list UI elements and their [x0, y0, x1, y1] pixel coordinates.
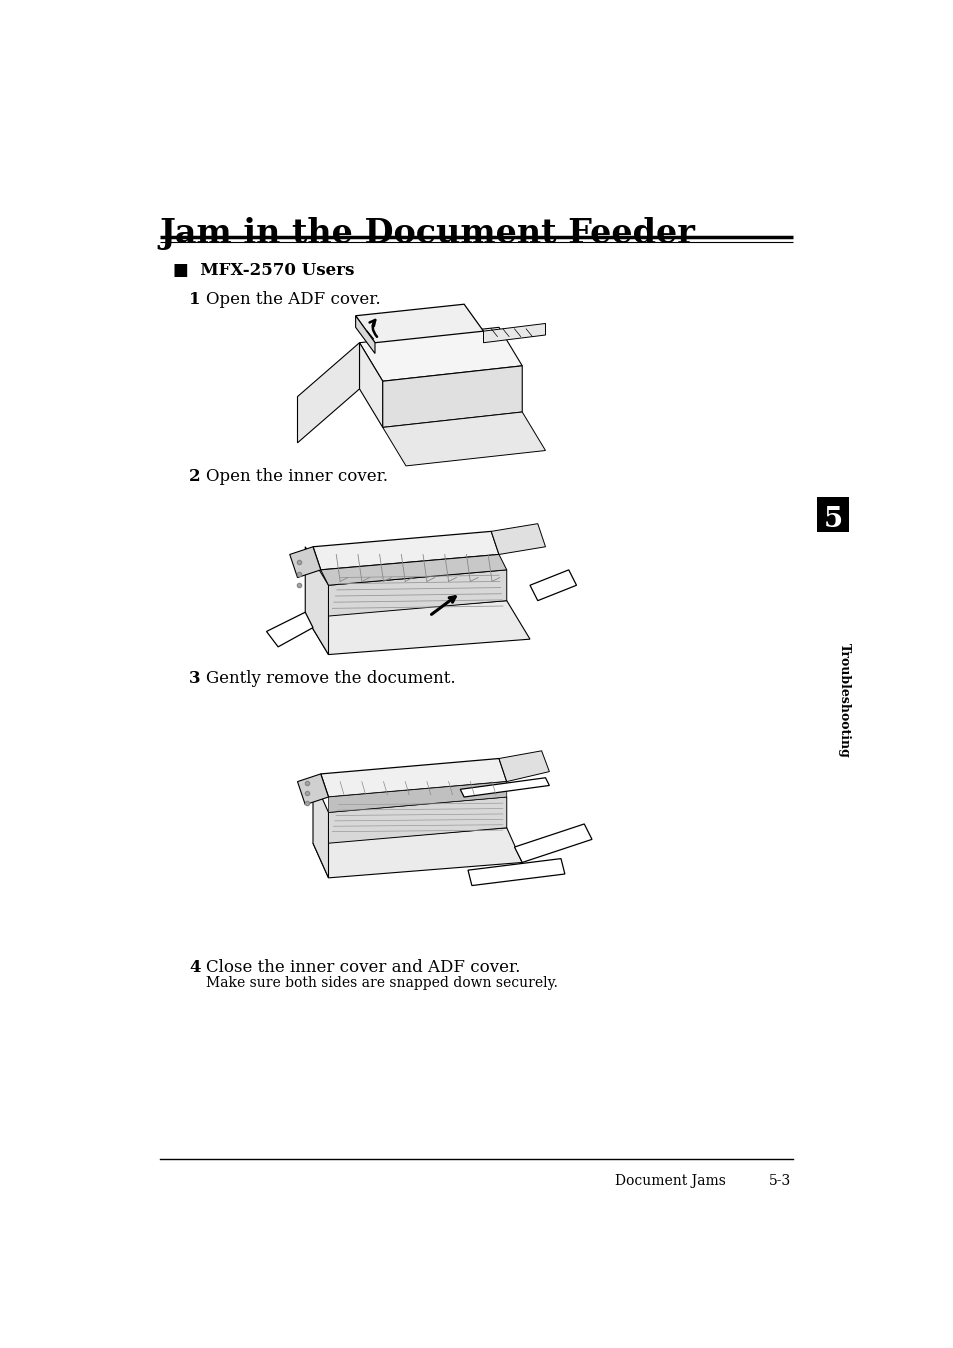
- Polygon shape: [305, 547, 328, 655]
- Polygon shape: [498, 751, 549, 782]
- Text: 5: 5: [822, 506, 841, 532]
- Text: 5-3: 5-3: [768, 1174, 790, 1189]
- Polygon shape: [320, 759, 506, 797]
- Polygon shape: [297, 774, 328, 805]
- Polygon shape: [328, 570, 506, 616]
- Text: Jam in the Document Feeder: Jam in the Document Feeder: [159, 217, 695, 251]
- Text: Troubleshooting: Troubleshooting: [838, 643, 850, 758]
- Polygon shape: [468, 859, 564, 886]
- Polygon shape: [305, 601, 530, 655]
- Bar: [816, 496, 848, 532]
- Polygon shape: [459, 778, 549, 797]
- Polygon shape: [355, 315, 375, 353]
- Polygon shape: [382, 365, 521, 427]
- Polygon shape: [530, 570, 576, 601]
- Text: 3: 3: [189, 670, 200, 687]
- Polygon shape: [313, 828, 521, 878]
- Text: Document Jams: Document Jams: [615, 1174, 725, 1189]
- Polygon shape: [313, 531, 498, 570]
- Polygon shape: [328, 797, 506, 844]
- Polygon shape: [359, 342, 382, 427]
- Text: Open the ADF cover.: Open the ADF cover.: [206, 291, 380, 309]
- Text: Gently remove the document.: Gently remove the document.: [206, 670, 456, 687]
- Text: Open the inner cover.: Open the inner cover.: [206, 468, 388, 485]
- Polygon shape: [290, 547, 320, 577]
- Polygon shape: [320, 554, 506, 585]
- Text: Make sure both sides are snapped down securely.: Make sure both sides are snapped down se…: [206, 976, 558, 989]
- Text: 1: 1: [189, 291, 200, 309]
- Polygon shape: [382, 412, 545, 466]
- Polygon shape: [483, 324, 545, 342]
- Polygon shape: [313, 778, 328, 878]
- Text: 2: 2: [189, 468, 200, 485]
- Polygon shape: [297, 342, 359, 442]
- Polygon shape: [266, 612, 313, 647]
- Polygon shape: [514, 824, 592, 863]
- Text: Close the inner cover and ADF cover.: Close the inner cover and ADF cover.: [206, 958, 520, 976]
- Text: 4: 4: [189, 958, 200, 976]
- Text: ■  MFX-2570 Users: ■ MFX-2570 Users: [173, 262, 355, 279]
- Polygon shape: [491, 523, 545, 554]
- Polygon shape: [328, 782, 506, 813]
- Polygon shape: [355, 305, 483, 342]
- Polygon shape: [359, 328, 521, 381]
